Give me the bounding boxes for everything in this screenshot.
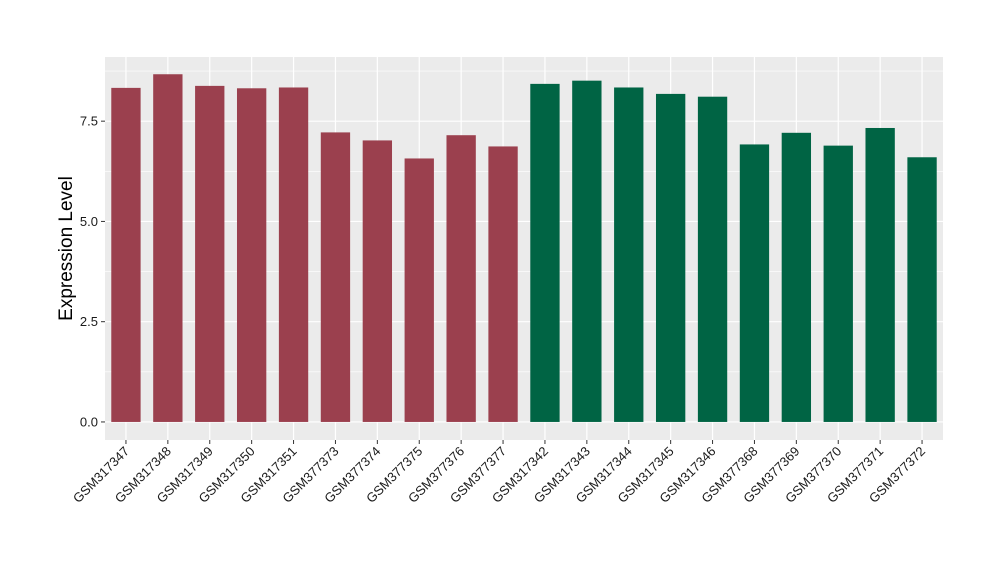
bar-GSM377376 (446, 135, 476, 422)
bar-GSM377375 (404, 158, 434, 422)
y-tick-label: 0.0 (80, 414, 98, 429)
y-axis: 0.0 2.5 5.0 7.5 (80, 114, 105, 429)
bars (111, 74, 937, 422)
bar-GSM317351 (278, 87, 309, 422)
bar-GSM317347 (111, 87, 141, 422)
y-axis-title: Expression Level (56, 176, 77, 321)
bar-GSM317346 (697, 96, 728, 422)
bar-GSM377373 (320, 132, 351, 422)
bar-GSM377377 (488, 146, 518, 422)
bar-GSM317343 (572, 80, 602, 422)
plot-panel (105, 57, 943, 440)
bar-GSM317344 (614, 87, 644, 422)
bar-GSM377369 (781, 132, 812, 422)
bar-GSM317349 (195, 85, 225, 422)
y-tick-label: 7.5 (80, 114, 98, 129)
bar-GSM377372 (907, 157, 937, 422)
bar-GSM317342 (530, 83, 560, 422)
bar-GSM377370 (823, 145, 853, 422)
bar-GSM317350 (236, 88, 267, 422)
y-tick-label: 5.0 (80, 214, 98, 229)
bar-GSM377374 (362, 140, 393, 422)
bar-GSM377371 (865, 127, 895, 422)
bar-GSM317348 (153, 74, 183, 422)
x-axis: GSM317347GSM317348GSM317349GSM317350GSM3… (70, 440, 928, 506)
bar-GSM317345 (655, 93, 686, 422)
y-tick-label: 2.5 (80, 314, 98, 329)
bar-GSM377368 (739, 144, 770, 422)
